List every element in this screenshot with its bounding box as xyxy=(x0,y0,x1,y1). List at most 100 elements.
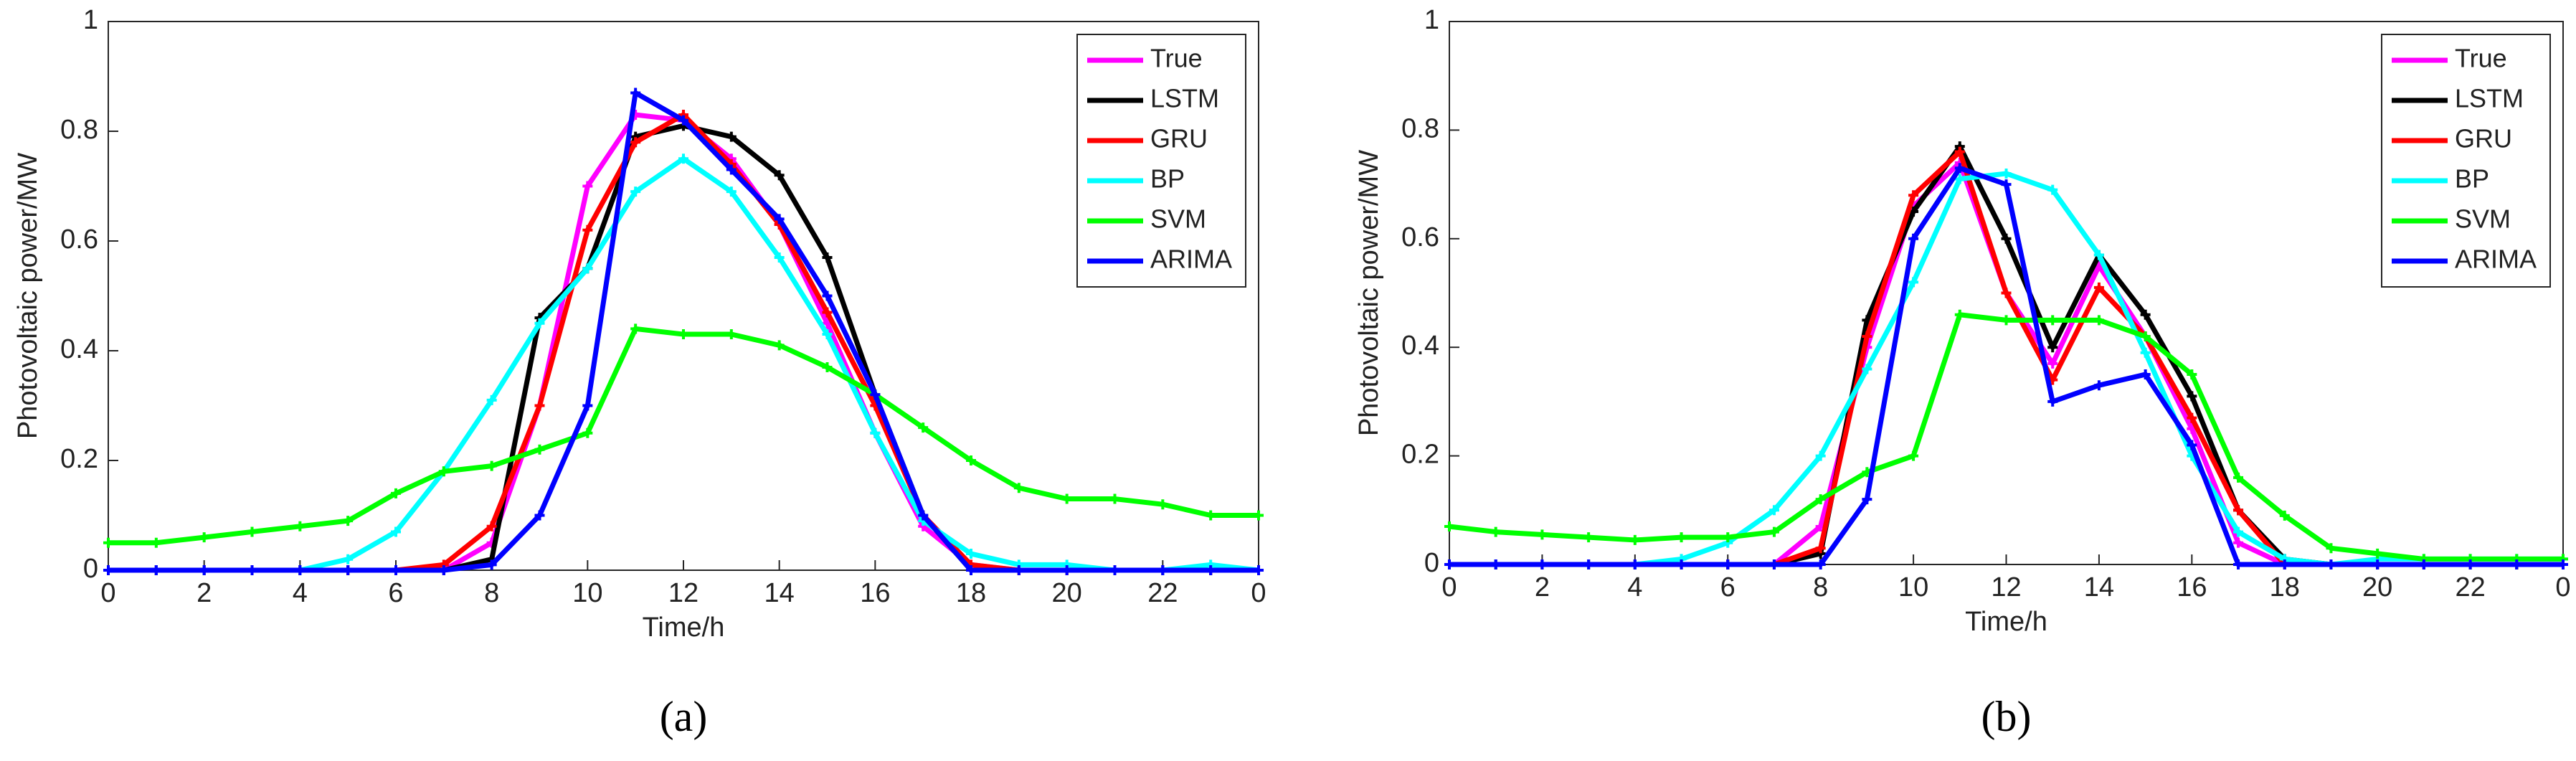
point-marker xyxy=(2047,358,2058,369)
point-marker xyxy=(2187,440,2197,450)
point-marker xyxy=(918,510,929,521)
point-marker xyxy=(774,170,785,181)
point-marker xyxy=(247,565,257,575)
x-tick-label: 20 xyxy=(1052,578,1082,608)
chart-panel: 00.20.40.60.810 2 4 6 8 10 12 14 16 18 20 22 0Time/h… xyxy=(13,5,1266,740)
legend-label: True xyxy=(2455,44,2507,73)
point-marker xyxy=(2093,380,2104,391)
point-marker xyxy=(103,537,113,548)
point-marker xyxy=(151,537,161,548)
legend-label: SVM xyxy=(1150,204,1206,234)
caption: (b) xyxy=(1981,693,2032,740)
point-marker xyxy=(822,252,833,263)
point-marker xyxy=(2047,184,2058,195)
point-marker xyxy=(534,400,545,411)
point-marker xyxy=(295,565,306,575)
point-marker xyxy=(1815,559,1826,569)
point-marker xyxy=(2326,543,2336,554)
x-tick-label: 4 xyxy=(293,578,308,608)
x-tick-label: 18 xyxy=(956,578,986,608)
point-marker xyxy=(2233,559,2244,569)
point-marker xyxy=(199,565,209,575)
point-marker xyxy=(247,526,257,537)
point-marker xyxy=(2326,559,2336,569)
point-marker xyxy=(966,565,976,575)
y-tick-label: 0.6 xyxy=(1401,222,1439,252)
point-marker xyxy=(630,137,641,148)
x-tick-label: 2 xyxy=(1535,572,1550,602)
point-marker xyxy=(1908,233,1919,244)
point-marker xyxy=(2093,282,2104,293)
y-tick-label: 0.2 xyxy=(60,444,98,474)
point-marker xyxy=(486,559,497,570)
point-marker xyxy=(2140,309,2151,320)
point-marker xyxy=(1629,559,1640,569)
point-marker xyxy=(1954,146,1965,157)
point-marker xyxy=(2001,233,2012,244)
point-marker xyxy=(2372,559,2383,569)
legend-label: BP xyxy=(1150,164,1185,194)
point-marker xyxy=(199,532,209,543)
y-tick-label: 0.2 xyxy=(1401,440,1439,470)
legend-label: SVM xyxy=(2455,204,2511,234)
point-marker xyxy=(774,252,785,263)
point-marker xyxy=(582,181,593,192)
point-marker xyxy=(2047,396,2058,407)
point-marker xyxy=(486,394,497,405)
point-marker xyxy=(486,521,497,531)
point-marker xyxy=(1676,532,1687,543)
point-marker xyxy=(1206,565,1216,575)
point-marker xyxy=(151,565,161,575)
point-marker xyxy=(870,427,881,438)
point-marker xyxy=(2001,315,2012,326)
y-tick-label: 0 xyxy=(1424,548,1439,578)
point-marker xyxy=(1537,559,1548,569)
point-marker xyxy=(2187,391,2197,402)
point-marker xyxy=(582,224,593,235)
point-marker xyxy=(2093,315,2104,326)
point-marker xyxy=(391,526,401,537)
x-tick-label: 16 xyxy=(860,578,890,608)
point-marker xyxy=(486,460,497,471)
y-tick-label: 0 xyxy=(83,554,98,584)
y-axis-label: Photovoltaic power/MW xyxy=(1354,150,1384,436)
point-marker xyxy=(1676,559,1687,569)
point-marker xyxy=(2001,179,2012,190)
point-marker xyxy=(1954,309,1965,320)
point-marker xyxy=(2465,559,2476,569)
legend-box xyxy=(1076,34,1246,288)
x-tick-label: 12 xyxy=(1991,572,2021,602)
point-marker xyxy=(822,361,833,372)
point-marker xyxy=(822,290,833,301)
point-marker xyxy=(1768,526,1779,537)
point-marker xyxy=(2140,331,2151,342)
point-marker xyxy=(2140,369,2151,380)
point-marker xyxy=(534,510,545,521)
legend-label: BP xyxy=(2455,164,2489,194)
x-tick-label: 0 xyxy=(2555,572,2570,602)
point-marker xyxy=(2233,472,2244,483)
point-marker xyxy=(2001,168,2012,179)
x-tick-label: 18 xyxy=(2270,572,2300,602)
x-tick-label: 2 xyxy=(196,578,212,608)
point-marker xyxy=(1908,277,1919,288)
y-tick-label: 0.4 xyxy=(60,334,98,364)
point-marker xyxy=(1157,499,1168,510)
point-marker xyxy=(1723,532,1733,543)
y-axis-label: Photovoltaic power/MW xyxy=(13,153,43,439)
point-marker xyxy=(1815,543,1826,554)
point-marker xyxy=(966,455,976,465)
point-marker xyxy=(1723,559,1733,569)
point-marker xyxy=(534,318,545,328)
y-tick-label: 0.8 xyxy=(60,115,98,145)
point-marker xyxy=(1862,494,1872,505)
point-marker xyxy=(438,466,449,477)
point-marker xyxy=(534,444,545,455)
legend: True LSTM GRU BP SVM ARIMA xyxy=(1076,34,1246,288)
point-marker xyxy=(678,115,688,126)
x-tick-label: 16 xyxy=(2177,572,2207,602)
y-tick-label: 0.6 xyxy=(60,224,98,255)
y-tick-label: 0.8 xyxy=(1401,113,1439,143)
x-axis-label: Time/h xyxy=(643,613,725,643)
point-marker xyxy=(391,488,401,498)
